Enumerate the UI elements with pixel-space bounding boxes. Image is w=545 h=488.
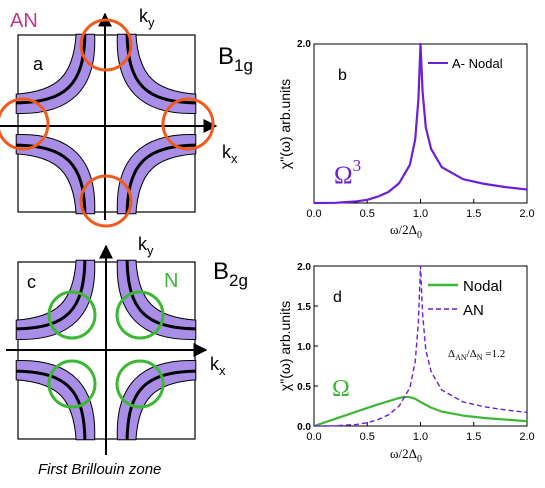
fermi-surface-c (15, 259, 197, 441)
y-top-tick-b: 2.0 (297, 39, 311, 50)
fermi-pocket-sw (15, 134, 96, 215)
series-line-a-nodal (313, 42, 528, 205)
an-tag: AN (10, 10, 38, 32)
n-circle-se (115, 359, 165, 409)
fermi-pocket-nw (15, 33, 96, 114)
x-tick-label: 2.0 (519, 208, 534, 220)
fermi-pocket-se (116, 134, 197, 215)
x-tick-label: 2.0 (519, 431, 534, 443)
n-circle-sw (47, 359, 97, 409)
x-tick-label: 0.0 (306, 431, 321, 443)
fermi-pocket-nw (15, 259, 96, 340)
panel-c: c N ky kx B2g (6, 234, 248, 455)
panel-a: AN a ky kx B1g (0, 6, 253, 228)
antinodal-circles (0, 18, 215, 228)
an-circle-left (0, 97, 50, 151)
x-axis-label-b: ω/2Δ0 (390, 222, 422, 241)
x-tick-label: 1.0 (413, 208, 428, 220)
legend-label-nodal: Nodal (463, 278, 502, 295)
fermi-arc-nw (16, 260, 87, 331)
fermi-arc-ne (125, 260, 196, 331)
n-tag: N (164, 270, 178, 292)
kx-label-c: kx (210, 354, 226, 378)
panel-letter-d: d (333, 289, 342, 306)
symmetry-label-b1g: B1g (218, 43, 253, 75)
omega-linear-annotation: Ω (332, 376, 350, 402)
an-circle-bottom (79, 174, 133, 228)
fermi-pocket-se (116, 360, 197, 441)
fermi-arc-sw (16, 369, 87, 440)
n-circle-ne (115, 290, 165, 340)
legend-label-a-nodal: A- Nodal (452, 56, 503, 71)
omega-cubed-annotation: Ω3 (334, 156, 361, 189)
panel-letter-a: a (33, 54, 44, 74)
series-b (313, 42, 528, 205)
fermi-pocket-sw (15, 360, 96, 441)
brillouin-caption: First Brillouin zone (38, 461, 161, 478)
ky-label-c: ky (138, 234, 154, 258)
x-tick-label: 0.0 (306, 208, 321, 220)
legend-label-an: AN (463, 302, 484, 319)
kx-label-a: kx (222, 142, 238, 166)
x-tick-label: 1.5 (466, 431, 481, 443)
an-circle-right (161, 97, 215, 151)
y-tick-label: 0.5 (297, 382, 311, 393)
fermi-arc-se (125, 369, 196, 440)
chart-d: 0.0 0.5 1.0 1.5 2.0 0.0 0.5 1.0 1.5 2.0 d Nodal A… (277, 262, 535, 465)
n-circle-nw (47, 290, 97, 340)
y-tick-label: 1.5 (297, 302, 311, 313)
x-ticks-b: 0.0 0.5 1.0 1.5 2.0 (306, 199, 535, 220)
gap-ratio-annotation: ΔAN/ΔN =1.2 (448, 348, 505, 362)
y-axis-label-b: χ"(ω) arb.units (277, 79, 293, 169)
x-tick-label: 0.5 (360, 208, 375, 220)
fermi-arc-ne (125, 34, 196, 105)
fermi-pocket-ne (116, 259, 197, 340)
nodal-circles (47, 290, 165, 409)
ky-label-a: ky (139, 6, 155, 30)
an-circle-top (79, 18, 133, 72)
panel-letter-b: b (338, 67, 347, 84)
y-axis-label-d: χ"(ω) arb.units (277, 301, 293, 391)
x-tick-label: 1.0 (413, 431, 428, 443)
chart-b: 0.0 0.5 1.0 1.5 2.0 2.0 b A- Nodal Ω3 ω/2Δ0 … (277, 39, 535, 241)
fermi-arc-se (125, 143, 196, 214)
y-tick-label: 0.0 (297, 422, 311, 433)
fermi-pocket-ne (116, 33, 197, 114)
symmetry-label-b2g: B2g (213, 258, 248, 290)
series-d (313, 265, 528, 428)
fermi-surface-a (15, 33, 197, 215)
brillouin-zone-a (17, 34, 196, 213)
series-line-an (313, 265, 528, 427)
x-tick-label: 1.5 (466, 208, 481, 220)
y-tick-label: 1.0 (297, 342, 311, 353)
panel-letter-c: c (27, 272, 36, 292)
x-tick-label: 0.5 (360, 431, 375, 443)
axis-ticks-d: 0.0 0.5 1.0 1.5 2.0 0.0 0.5 1.0 1.5 2.0 (297, 262, 535, 443)
x-axis-label-d: ω/2Δ0 (390, 446, 422, 465)
y-tick-label: 2.0 (297, 262, 311, 273)
series-line-nodal (313, 395, 528, 428)
